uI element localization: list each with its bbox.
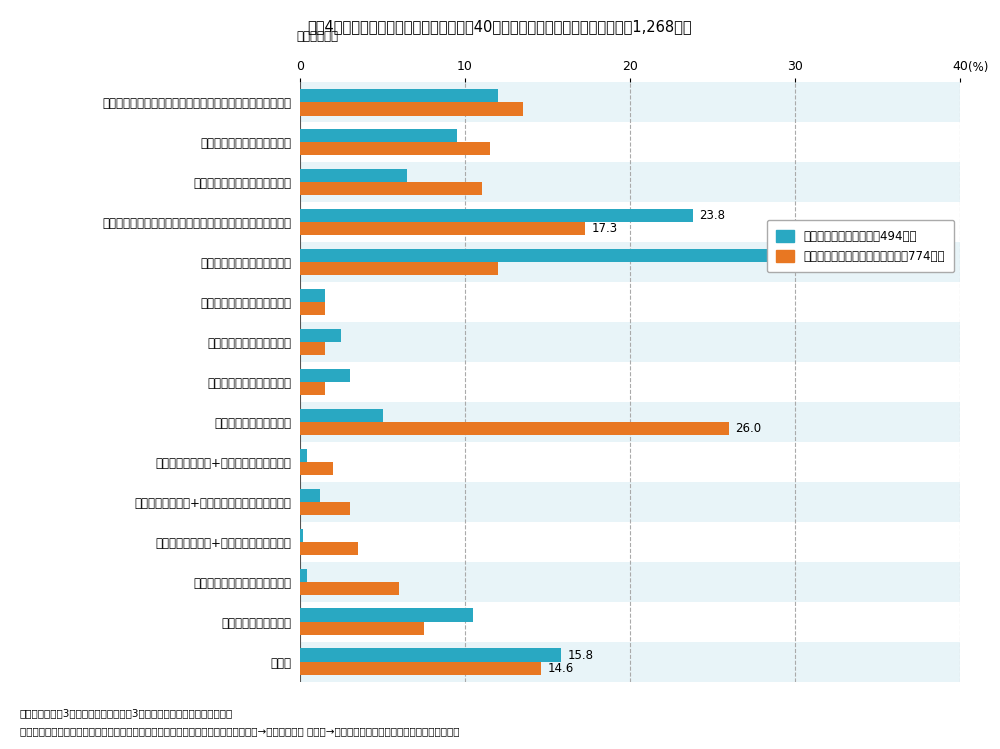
- Bar: [300, 169, 407, 182]
- Bar: [300, 122, 960, 163]
- Bar: [300, 249, 785, 262]
- Bar: [300, 222, 585, 235]
- Bar: [300, 163, 960, 202]
- Bar: [300, 209, 693, 222]
- Bar: [300, 582, 399, 595]
- Bar: [300, 402, 960, 442]
- Bar: [300, 362, 960, 402]
- Bar: [300, 642, 960, 682]
- Bar: [300, 462, 333, 475]
- Text: 17.3: 17.3: [592, 222, 618, 235]
- Text: 14.6: 14.6: [548, 661, 574, 675]
- Bar: [300, 369, 350, 382]
- Bar: [300, 542, 358, 555]
- Text: ＊回答者：過去3年は同じ住まい、今後3年も同じ住まいを予定している方: ＊回答者：過去3年は同じ住まい、今後3年も同じ住まいを予定している方: [20, 708, 233, 718]
- Bar: [300, 502, 350, 515]
- Bar: [300, 522, 960, 562]
- Bar: [300, 282, 960, 322]
- Bar: [300, 129, 457, 142]
- Bar: [300, 382, 325, 395]
- Bar: [300, 568, 307, 582]
- Bar: [300, 262, 498, 276]
- Text: ＊教育環境：通学面、受験面　＊勤務先への通勤：就職・転職・異動　住居費：賌貸→家賌・共益費 持ち家→住宅ローン返済費・管理費・修繕積立金など: ＊教育環境：通学面、受験面 ＊勤務先への通勤：就職・転職・異動 住居費：賌貸→家…: [20, 727, 460, 736]
- Bar: [300, 608, 473, 622]
- Bar: [300, 422, 729, 435]
- Bar: [300, 142, 490, 156]
- Legend: 現在賌貸に居住　　　（494人）, 現在持ち家（自己所有）に居住（774人）: 現在賌貸に居住 （494人）, 現在持ち家（自己所有）に居住（774人）: [767, 220, 954, 272]
- Bar: [300, 289, 325, 302]
- Bar: [300, 89, 498, 103]
- Text: 23.8: 23.8: [699, 209, 725, 222]
- Bar: [300, 442, 960, 482]
- Text: 15.8: 15.8: [567, 649, 593, 661]
- Bar: [300, 302, 325, 315]
- Bar: [300, 182, 482, 195]
- Text: 図补4　＜住み替え（予定）なしベース＞40代の現住居選択の理由　（回答者：1,268人）: 図补4 ＜住み替え（予定）なしベース＞40代の現住居選択の理由 （回答者：1,2…: [308, 19, 692, 34]
- Bar: [300, 562, 960, 601]
- Text: (%): (%): [968, 61, 989, 74]
- Bar: [300, 488, 320, 502]
- Bar: [300, 529, 303, 542]
- Bar: [300, 649, 561, 661]
- Bar: [300, 103, 523, 115]
- Text: ＊複数回答可: ＊複数回答可: [297, 31, 339, 43]
- Bar: [300, 322, 960, 362]
- Bar: [300, 202, 960, 242]
- Bar: [300, 409, 382, 422]
- Bar: [300, 449, 307, 462]
- Text: 26.0: 26.0: [736, 422, 762, 435]
- Text: 29.4: 29.4: [792, 249, 818, 262]
- Bar: [300, 342, 325, 355]
- Bar: [300, 482, 960, 522]
- Bar: [300, 661, 541, 675]
- Bar: [300, 242, 960, 282]
- Bar: [300, 82, 960, 122]
- Bar: [300, 622, 424, 635]
- Bar: [300, 329, 341, 342]
- Bar: [300, 601, 960, 642]
